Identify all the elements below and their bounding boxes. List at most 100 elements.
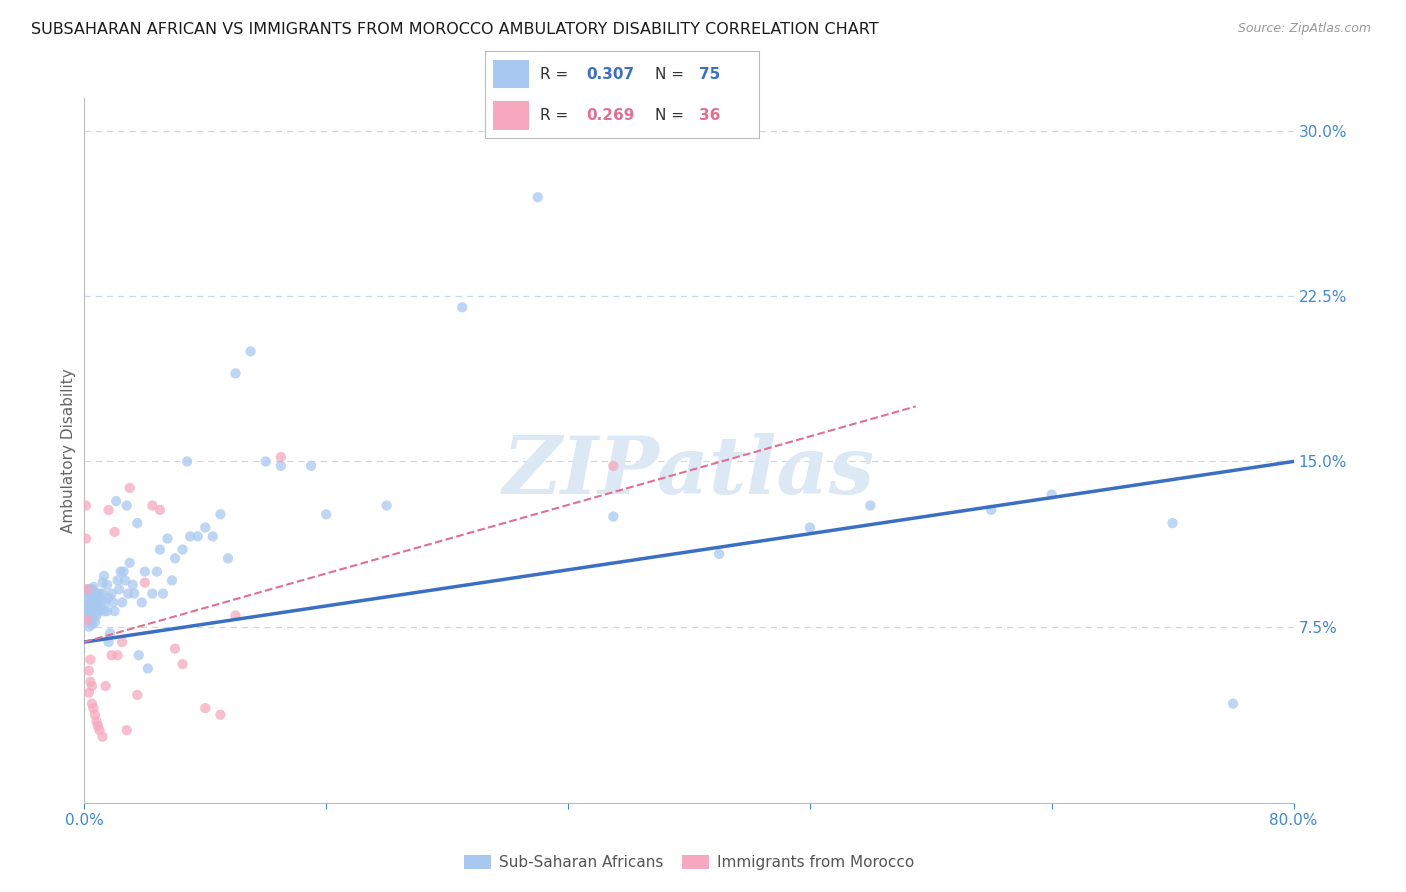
Point [93, 569, 115, 583]
Point [194, 520, 217, 534]
Point [86, 714, 108, 729]
Point [82, 701, 104, 715]
Point [76, 582, 98, 597]
Point [709, 547, 731, 561]
Point [172, 657, 194, 671]
Point [76, 613, 98, 627]
Point [299, 458, 322, 473]
Text: R =: R = [540, 67, 574, 81]
Point [134, 565, 156, 579]
Point [97, 635, 120, 649]
Point [97, 591, 120, 605]
Text: SUBSAHARAN AFRICAN VS IMMIGRANTS FROM MOROCCO AMBULATORY DISABILITY CORRELATION : SUBSAHARAN AFRICAN VS IMMIGRANTS FROM MO… [31, 22, 879, 37]
Point [84, 707, 107, 722]
Point [451, 301, 474, 315]
Point [86, 608, 108, 623]
Point [93, 604, 115, 618]
Point [107, 648, 129, 663]
Point [118, 556, 141, 570]
Point [187, 529, 209, 543]
Y-axis label: Ambulatory Disability: Ambulatory Disability [60, 368, 76, 533]
Point [79, 674, 101, 689]
Point [87, 591, 110, 605]
Text: 75: 75 [699, 67, 720, 81]
Point [118, 481, 141, 495]
Point [84, 593, 107, 607]
Point [82, 599, 104, 614]
Point [76, 591, 98, 605]
Point [980, 503, 1002, 517]
Point [117, 586, 139, 600]
Point [80, 582, 103, 597]
Point [179, 529, 201, 543]
Point [122, 586, 145, 600]
Point [76, 613, 98, 627]
Point [75, 586, 97, 600]
Point [121, 578, 143, 592]
Point [97, 503, 120, 517]
Point [86, 598, 108, 612]
Legend: Sub-Saharan Africans, Immigrants from Morocco: Sub-Saharan Africans, Immigrants from Mo… [458, 849, 920, 876]
Point [1161, 516, 1184, 530]
Point [100, 648, 122, 663]
Point [80, 607, 103, 621]
Point [80, 595, 103, 609]
Point [114, 574, 136, 588]
Point [90, 595, 112, 609]
Text: N =: N = [655, 67, 689, 81]
Point [127, 516, 149, 530]
Bar [494, 60, 529, 88]
Text: Source: ZipAtlas.com: Source: ZipAtlas.com [1237, 22, 1371, 36]
Point [89, 586, 111, 600]
Point [82, 580, 104, 594]
Point [149, 503, 172, 517]
Point [89, 602, 111, 616]
Point [156, 532, 179, 546]
Point [1040, 487, 1063, 501]
Point [107, 574, 129, 588]
Point [77, 664, 100, 678]
Point [128, 648, 150, 663]
Point [160, 574, 183, 588]
Point [94, 595, 117, 609]
Point [172, 542, 194, 557]
Point [75, 598, 97, 612]
Point [77, 686, 100, 700]
Point [111, 635, 134, 649]
Point [127, 688, 149, 702]
Point [201, 529, 224, 543]
Point [131, 595, 153, 609]
Point [254, 454, 277, 468]
Point [96, 604, 118, 618]
Point [75, 499, 97, 513]
Point [77, 620, 100, 634]
Point [75, 608, 97, 623]
Point [176, 454, 198, 468]
Point [115, 499, 138, 513]
Point [270, 450, 292, 464]
Point [141, 499, 163, 513]
Point [77, 582, 100, 597]
Point [84, 604, 107, 618]
Point [209, 707, 232, 722]
Point [315, 508, 337, 522]
Point [87, 604, 110, 618]
Point [108, 582, 131, 597]
Point [100, 586, 122, 600]
Point [165, 551, 187, 566]
Point [84, 615, 107, 630]
Point [80, 679, 103, 693]
Point [225, 367, 247, 381]
Point [111, 595, 134, 609]
Point [76, 604, 98, 618]
Point [91, 586, 114, 600]
Point [98, 626, 121, 640]
Point [209, 508, 232, 522]
Text: ZIPatlas: ZIPatlas [503, 433, 875, 510]
Point [165, 641, 187, 656]
Point [152, 586, 174, 600]
Point [149, 542, 172, 557]
Point [104, 604, 127, 618]
Point [1222, 697, 1244, 711]
Point [141, 586, 163, 600]
